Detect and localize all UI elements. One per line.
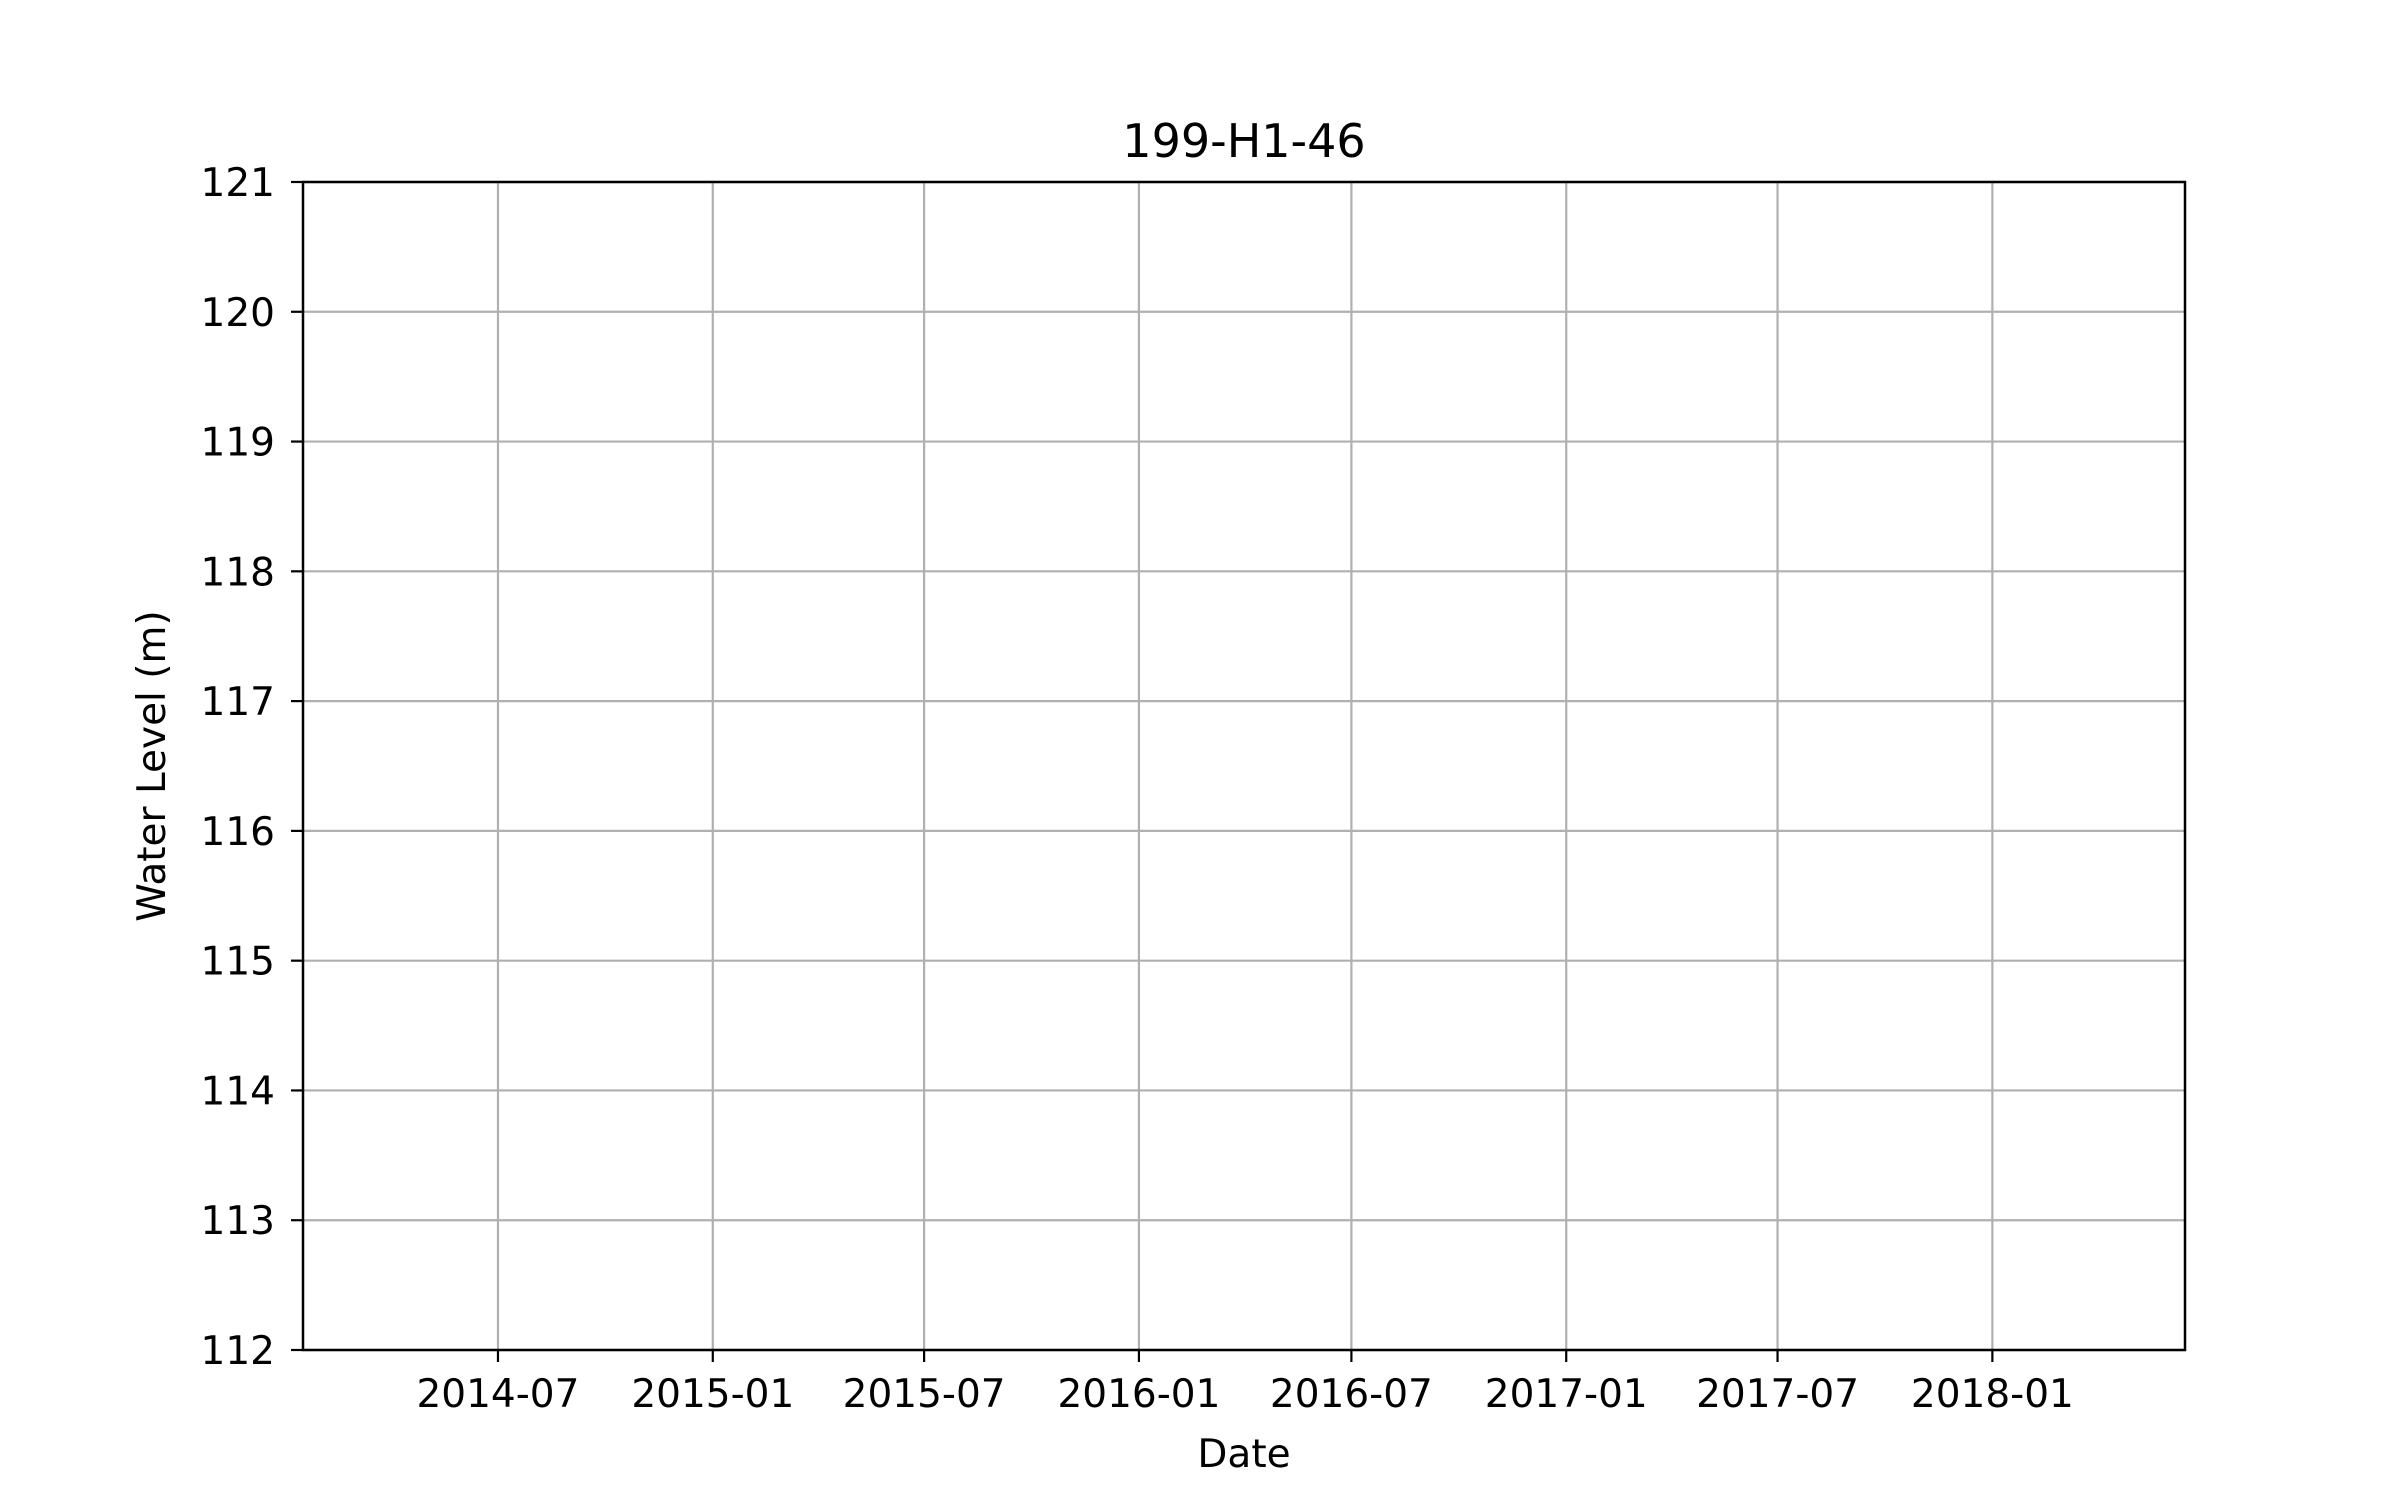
y-tick-label: 120 — [201, 291, 275, 336]
chart-title: 199-H1-46 — [1122, 114, 1365, 168]
y-axis-label: Water Level (m) — [130, 610, 175, 921]
x-tick-label: 2017-01 — [1485, 1372, 1648, 1417]
plot-frame — [301, 180, 2187, 1352]
x-tick-label: 2017-07 — [1696, 1372, 1859, 1417]
x-tick-label: 2015-07 — [843, 1372, 1006, 1417]
y-tick-label: 119 — [201, 421, 275, 466]
y-tick-label: 116 — [201, 810, 275, 855]
x-tick-label: 2018-01 — [1911, 1372, 2074, 1417]
axis-ticks: 2014-07 2015-01 2015-07 2016-01 2016-07 2017-… — [201, 161, 2074, 1417]
y-tick-label: 114 — [201, 1069, 275, 1114]
y-tick-label: 113 — [201, 1199, 275, 1244]
y-tick-label: 112 — [201, 1329, 275, 1374]
x-tick-label: 2016-07 — [1270, 1372, 1433, 1417]
y-tick-label: 115 — [201, 940, 275, 985]
x-tick-label: 2015-01 — [631, 1372, 794, 1417]
y-tick-label: 121 — [201, 161, 275, 206]
y-tick-label: 117 — [201, 680, 275, 725]
x-tick-label: 2016-01 — [1057, 1372, 1220, 1417]
x-tick-label: 2014-07 — [416, 1372, 579, 1417]
y-tick-label: 118 — [201, 550, 275, 595]
x-axis-label: Date — [1197, 1432, 1290, 1477]
